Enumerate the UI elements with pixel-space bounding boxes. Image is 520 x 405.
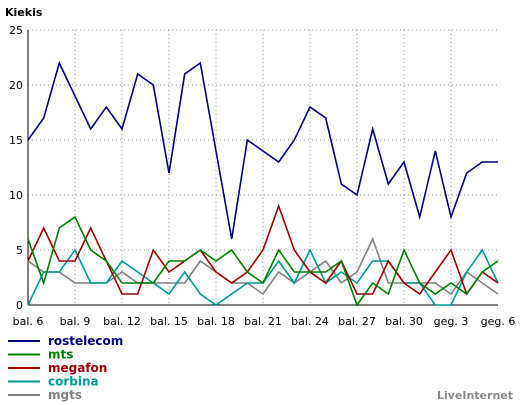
y-tick-label: 20 — [9, 79, 23, 92]
y-tick-label: 10 — [9, 189, 23, 202]
x-tick-label: bal. 15 — [150, 315, 188, 328]
x-tick-label: bal. 30 — [385, 315, 423, 328]
x-tick-label: bal. 6 — [13, 315, 44, 328]
x-tick-label: bal. 21 — [244, 315, 282, 328]
legend-label-corbina: corbina — [48, 375, 99, 389]
axes — [27, 30, 498, 306]
y-tick-label: 5 — [16, 244, 23, 257]
series-line-megafon — [27, 203, 499, 296]
legend-label-mgts: mgts — [48, 388, 82, 402]
series-line-mts — [27, 215, 499, 307]
y-tick-label: 15 — [9, 134, 23, 147]
x-tick-label: bal. 9 — [60, 315, 91, 328]
x-tick-label: bal. 18 — [197, 315, 235, 328]
x-tick-label: geg. 6 — [481, 315, 516, 328]
x-tick-label: bal. 27 — [338, 315, 376, 328]
legend-label-rostelecom: rostelecom — [48, 334, 123, 348]
series-lines — [27, 60, 499, 307]
x-axis-labels: bal. 6 bal. 9 bal. 12 bal. 15 bal. 18 bal. 21… — [13, 315, 516, 328]
liveinternet-brand: LiveInternet — [437, 389, 513, 402]
y-tick-label: 25 — [9, 24, 23, 37]
x-tick-label: bal. 12 — [103, 315, 141, 328]
grid — [28, 29, 498, 305]
series-line-rostelecom — [27, 60, 498, 240]
y-tick-label: 0 — [16, 299, 23, 312]
x-tick-label: geg. 3 — [434, 315, 469, 328]
y-axis-labels: 0 5 10 15 20 25 — [9, 24, 23, 312]
x-tick-label: bal. 24 — [291, 315, 329, 328]
chart-title: Kiekis — [5, 6, 43, 19]
legend-label-mts: mts — [48, 348, 73, 362]
legend-label-megafon: megafon — [48, 361, 107, 375]
